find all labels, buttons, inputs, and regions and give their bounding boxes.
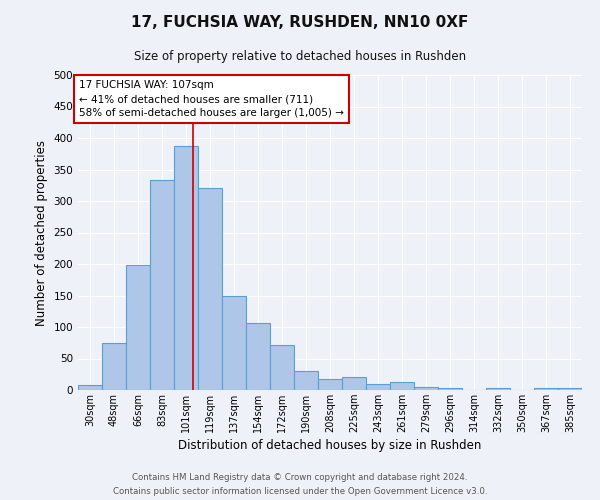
Bar — [390, 382, 414, 390]
Text: 17 FUCHSIA WAY: 107sqm
← 41% of detached houses are smaller (711)
58% of semi-de: 17 FUCHSIA WAY: 107sqm ← 41% of detached… — [79, 80, 344, 118]
Bar — [342, 377, 366, 390]
Bar — [78, 385, 102, 390]
Y-axis label: Number of detached properties: Number of detached properties — [35, 140, 48, 326]
Bar — [150, 180, 174, 390]
Bar — [126, 266, 150, 390]
Bar — [366, 384, 390, 390]
Bar — [558, 388, 582, 390]
Bar — [294, 371, 318, 390]
Bar — [198, 188, 222, 390]
Bar — [102, 343, 126, 390]
Bar — [438, 388, 462, 390]
Bar — [174, 146, 198, 390]
Text: Contains HM Land Registry data © Crown copyright and database right 2024.: Contains HM Land Registry data © Crown c… — [132, 472, 468, 482]
Bar — [222, 296, 246, 390]
Bar — [270, 344, 294, 390]
Text: Contains public sector information licensed under the Open Government Licence v3: Contains public sector information licen… — [113, 488, 487, 496]
Bar — [246, 322, 270, 390]
Bar — [486, 388, 510, 390]
X-axis label: Distribution of detached houses by size in Rushden: Distribution of detached houses by size … — [178, 439, 482, 452]
Text: 17, FUCHSIA WAY, RUSHDEN, NN10 0XF: 17, FUCHSIA WAY, RUSHDEN, NN10 0XF — [131, 15, 469, 30]
Text: Size of property relative to detached houses in Rushden: Size of property relative to detached ho… — [134, 50, 466, 63]
Bar — [318, 380, 342, 390]
Bar — [414, 387, 438, 390]
Bar — [534, 388, 558, 390]
